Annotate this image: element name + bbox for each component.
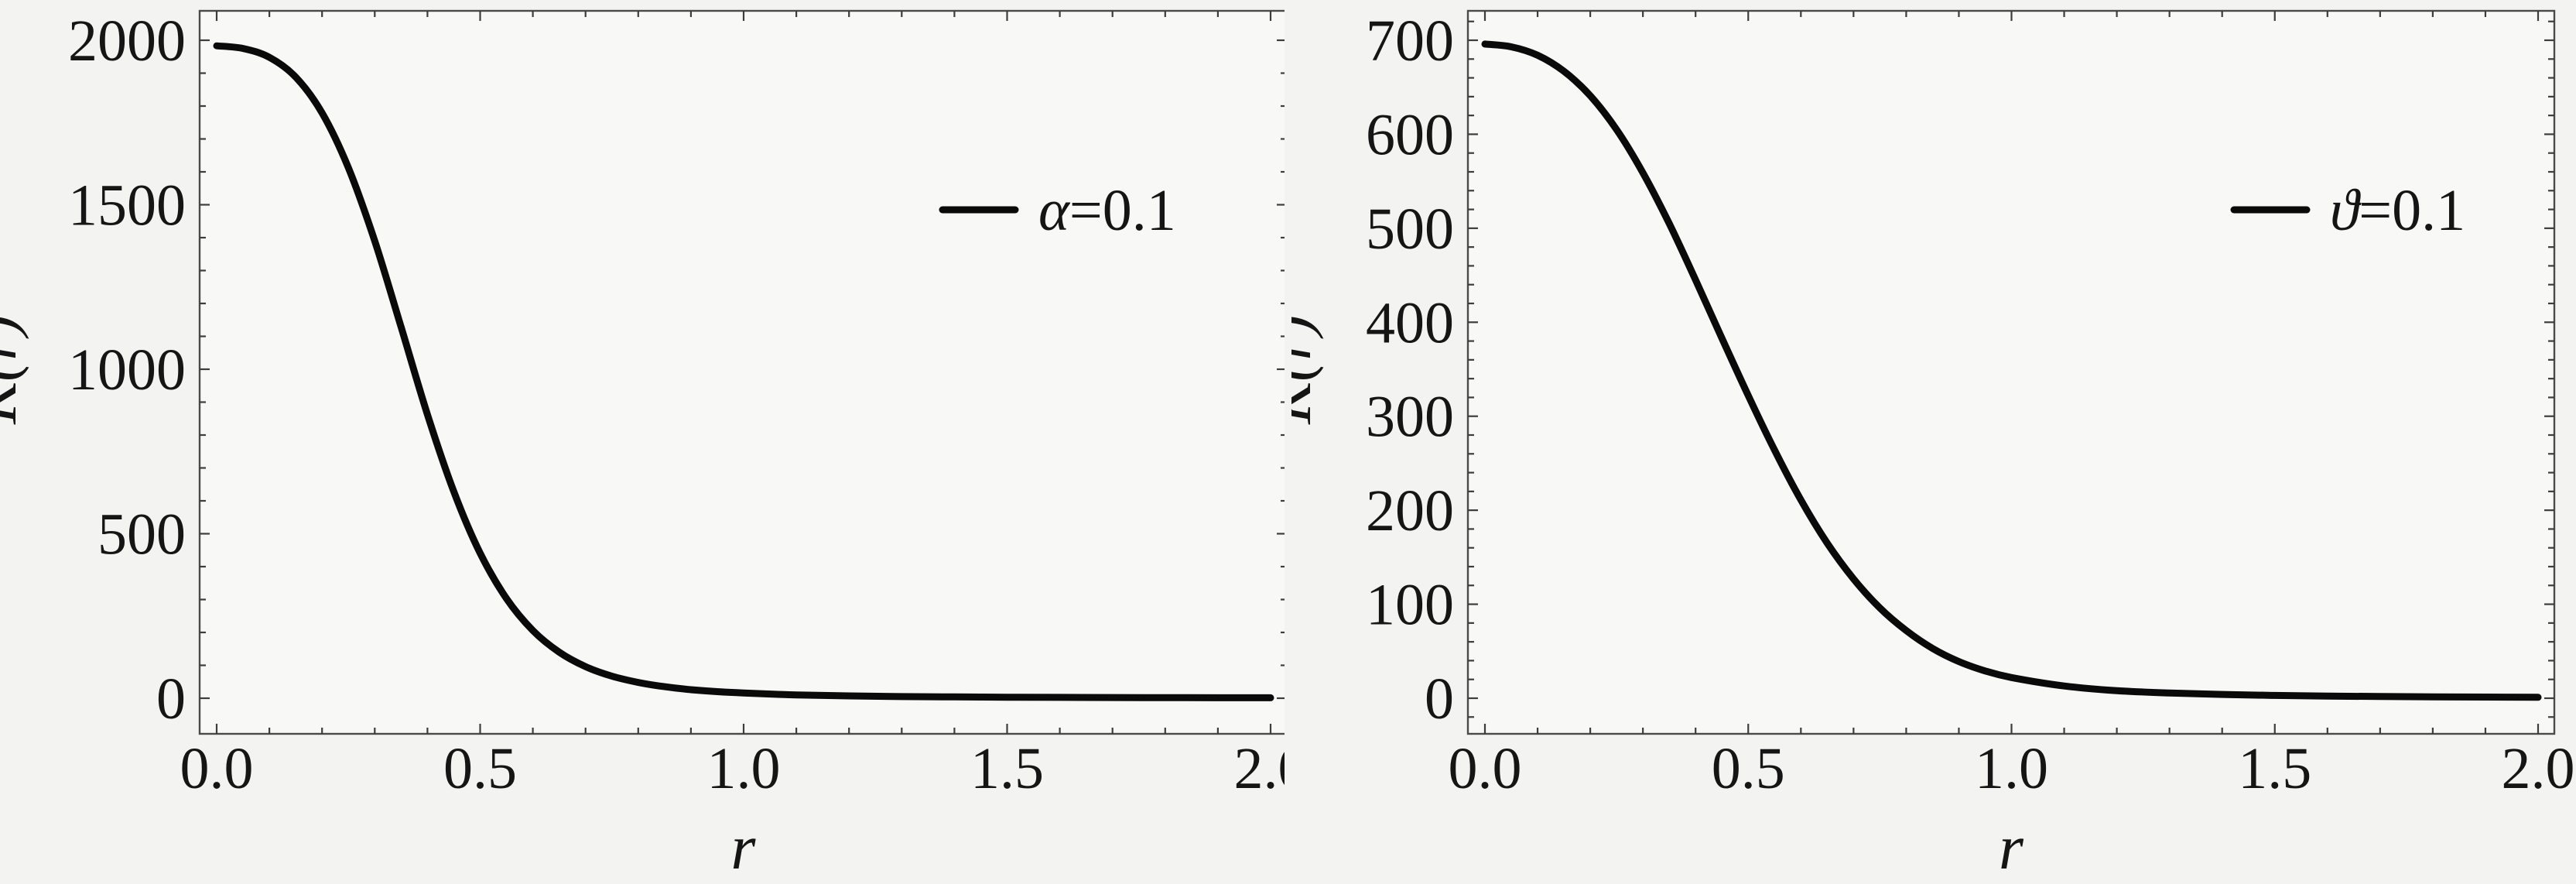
x-axis-label: r bbox=[1999, 812, 2024, 882]
x-tick-label: 1.0 bbox=[707, 736, 781, 801]
plot-svg-left: 0.0 0.5 1.0 1.5 2.0 0 500 1000 1500 2000 r K(r) α=0.… bbox=[0, 9, 1285, 882]
series-curve-right bbox=[1481, 40, 2542, 701]
x-tick-label: 2.0 bbox=[2502, 736, 2575, 801]
series-curve-left bbox=[213, 42, 1274, 701]
x-tick-label: 1.5 bbox=[970, 736, 1044, 801]
y-tick-label: 200 bbox=[1366, 478, 1454, 543]
y-axis-label: K(r) bbox=[1291, 314, 1324, 424]
plot-svg-right: 0.0 0.5 1.0 1.5 2.0 0 100 200 300 400 500 600 700 r K(… bbox=[1291, 9, 2575, 882]
y-tick-label: 0 bbox=[1425, 666, 1454, 732]
y-tick-label: 100 bbox=[1366, 573, 1454, 638]
legend-label: ϑ=0.1 bbox=[2330, 178, 2465, 243]
legend-label: α=0.1 bbox=[1038, 178, 1176, 243]
alpha-plot-panel: 0.0 0.5 1.0 1.5 2.0 0 500 1000 1500 2000 r K(r) α=0.… bbox=[0, 0, 1285, 884]
y-tick-label: 600 bbox=[1366, 102, 1454, 167]
y-tick-label: 1500 bbox=[68, 173, 186, 238]
y-tick-label: 0 bbox=[156, 666, 186, 732]
plot-area bbox=[200, 11, 1285, 734]
x-tick-label: 0.5 bbox=[443, 736, 517, 801]
x-tick-label: 1.0 bbox=[1975, 736, 2048, 801]
y-tick-label: 500 bbox=[1366, 197, 1454, 262]
y-tick-label: 500 bbox=[97, 502, 186, 567]
theta-plot-panel: 0.0 0.5 1.0 1.5 2.0 0 100 200 300 400 500 600 700 r K(… bbox=[1291, 0, 2576, 884]
x-tick-label: 0.0 bbox=[1449, 736, 1522, 801]
x-tick-label: 0.5 bbox=[1712, 736, 1785, 801]
x-tick-label: 0.0 bbox=[180, 736, 254, 801]
y-tick-label: 300 bbox=[1366, 385, 1454, 450]
y-tick-label: 400 bbox=[1366, 290, 1454, 355]
y-axis-label: K(r) bbox=[0, 314, 29, 424]
y-tick-label: 1000 bbox=[68, 337, 186, 403]
x-tick-label: 1.5 bbox=[2238, 736, 2311, 801]
x-tick-label: 2.0 bbox=[1234, 736, 1285, 801]
x-axis-label: r bbox=[731, 812, 757, 882]
y-tick-label: 700 bbox=[1366, 9, 1454, 74]
y-tick-label: 2000 bbox=[68, 9, 186, 74]
plot-area bbox=[1468, 11, 2554, 734]
